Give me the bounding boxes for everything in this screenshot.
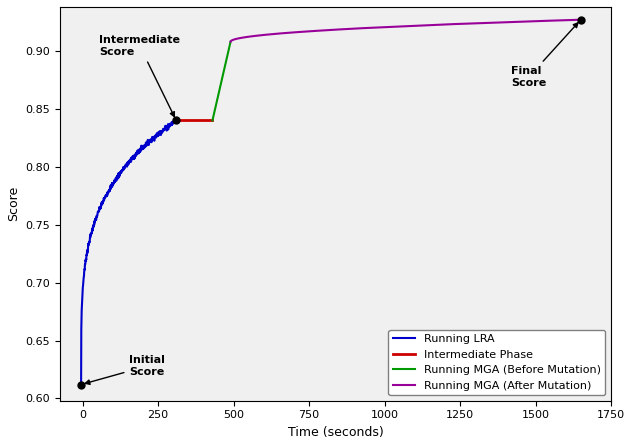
Running MGA (Before Mutation)	[209, 118, 216, 123]
Legend: Running LRA, Intermediate Phase, Running MGA (Before Mutation), Running MGA (Aft: Running LRA, Intermediate Phase, Running…	[389, 330, 605, 395]
Running MGA (After Mutation)	[461, 21, 468, 26]
Running MGA (After Mutation)	[289, 30, 296, 35]
Running LRA	[170, 120, 178, 125]
Running LRA	[123, 162, 131, 167]
Running MGA (After Mutation)	[433, 22, 441, 28]
Running MGA (After Mutation)	[227, 39, 234, 44]
Running MGA (Before Mutation)	[225, 45, 233, 51]
Text: Initial
Score: Initial Score	[85, 355, 166, 384]
Running LRA	[123, 163, 130, 169]
Running LRA	[172, 117, 179, 122]
Intermediate Phase	[209, 118, 216, 123]
Running MGA (Before Mutation)	[212, 103, 220, 108]
Running MGA (Before Mutation)	[218, 77, 226, 83]
Text: Final
Score: Final Score	[511, 23, 578, 87]
Line: Running MGA (Before Mutation): Running MGA (Before Mutation)	[212, 41, 231, 120]
Line: Running LRA: Running LRA	[81, 120, 176, 383]
Running MGA (Before Mutation)	[227, 39, 234, 44]
X-axis label: Time (seconds): Time (seconds)	[288, 426, 384, 439]
Running MGA (Before Mutation)	[226, 43, 233, 48]
Running MGA (After Mutation)	[386, 24, 393, 29]
Running LRA	[155, 131, 163, 136]
Running LRA	[134, 150, 142, 155]
Running LRA	[77, 380, 85, 385]
Text: Intermediate
Score: Intermediate Score	[99, 35, 180, 116]
Line: Running MGA (After Mutation): Running MGA (After Mutation)	[231, 20, 581, 41]
Running LRA	[173, 117, 180, 123]
Running MGA (Before Mutation)	[213, 99, 221, 105]
Running MGA (After Mutation)	[317, 28, 324, 33]
Running MGA (Before Mutation)	[219, 71, 227, 76]
Y-axis label: Score: Score	[7, 186, 20, 222]
Running LRA	[129, 155, 137, 161]
Running MGA (After Mutation)	[577, 17, 585, 22]
Running MGA (After Mutation)	[490, 20, 498, 25]
Intermediate Phase	[173, 118, 180, 123]
